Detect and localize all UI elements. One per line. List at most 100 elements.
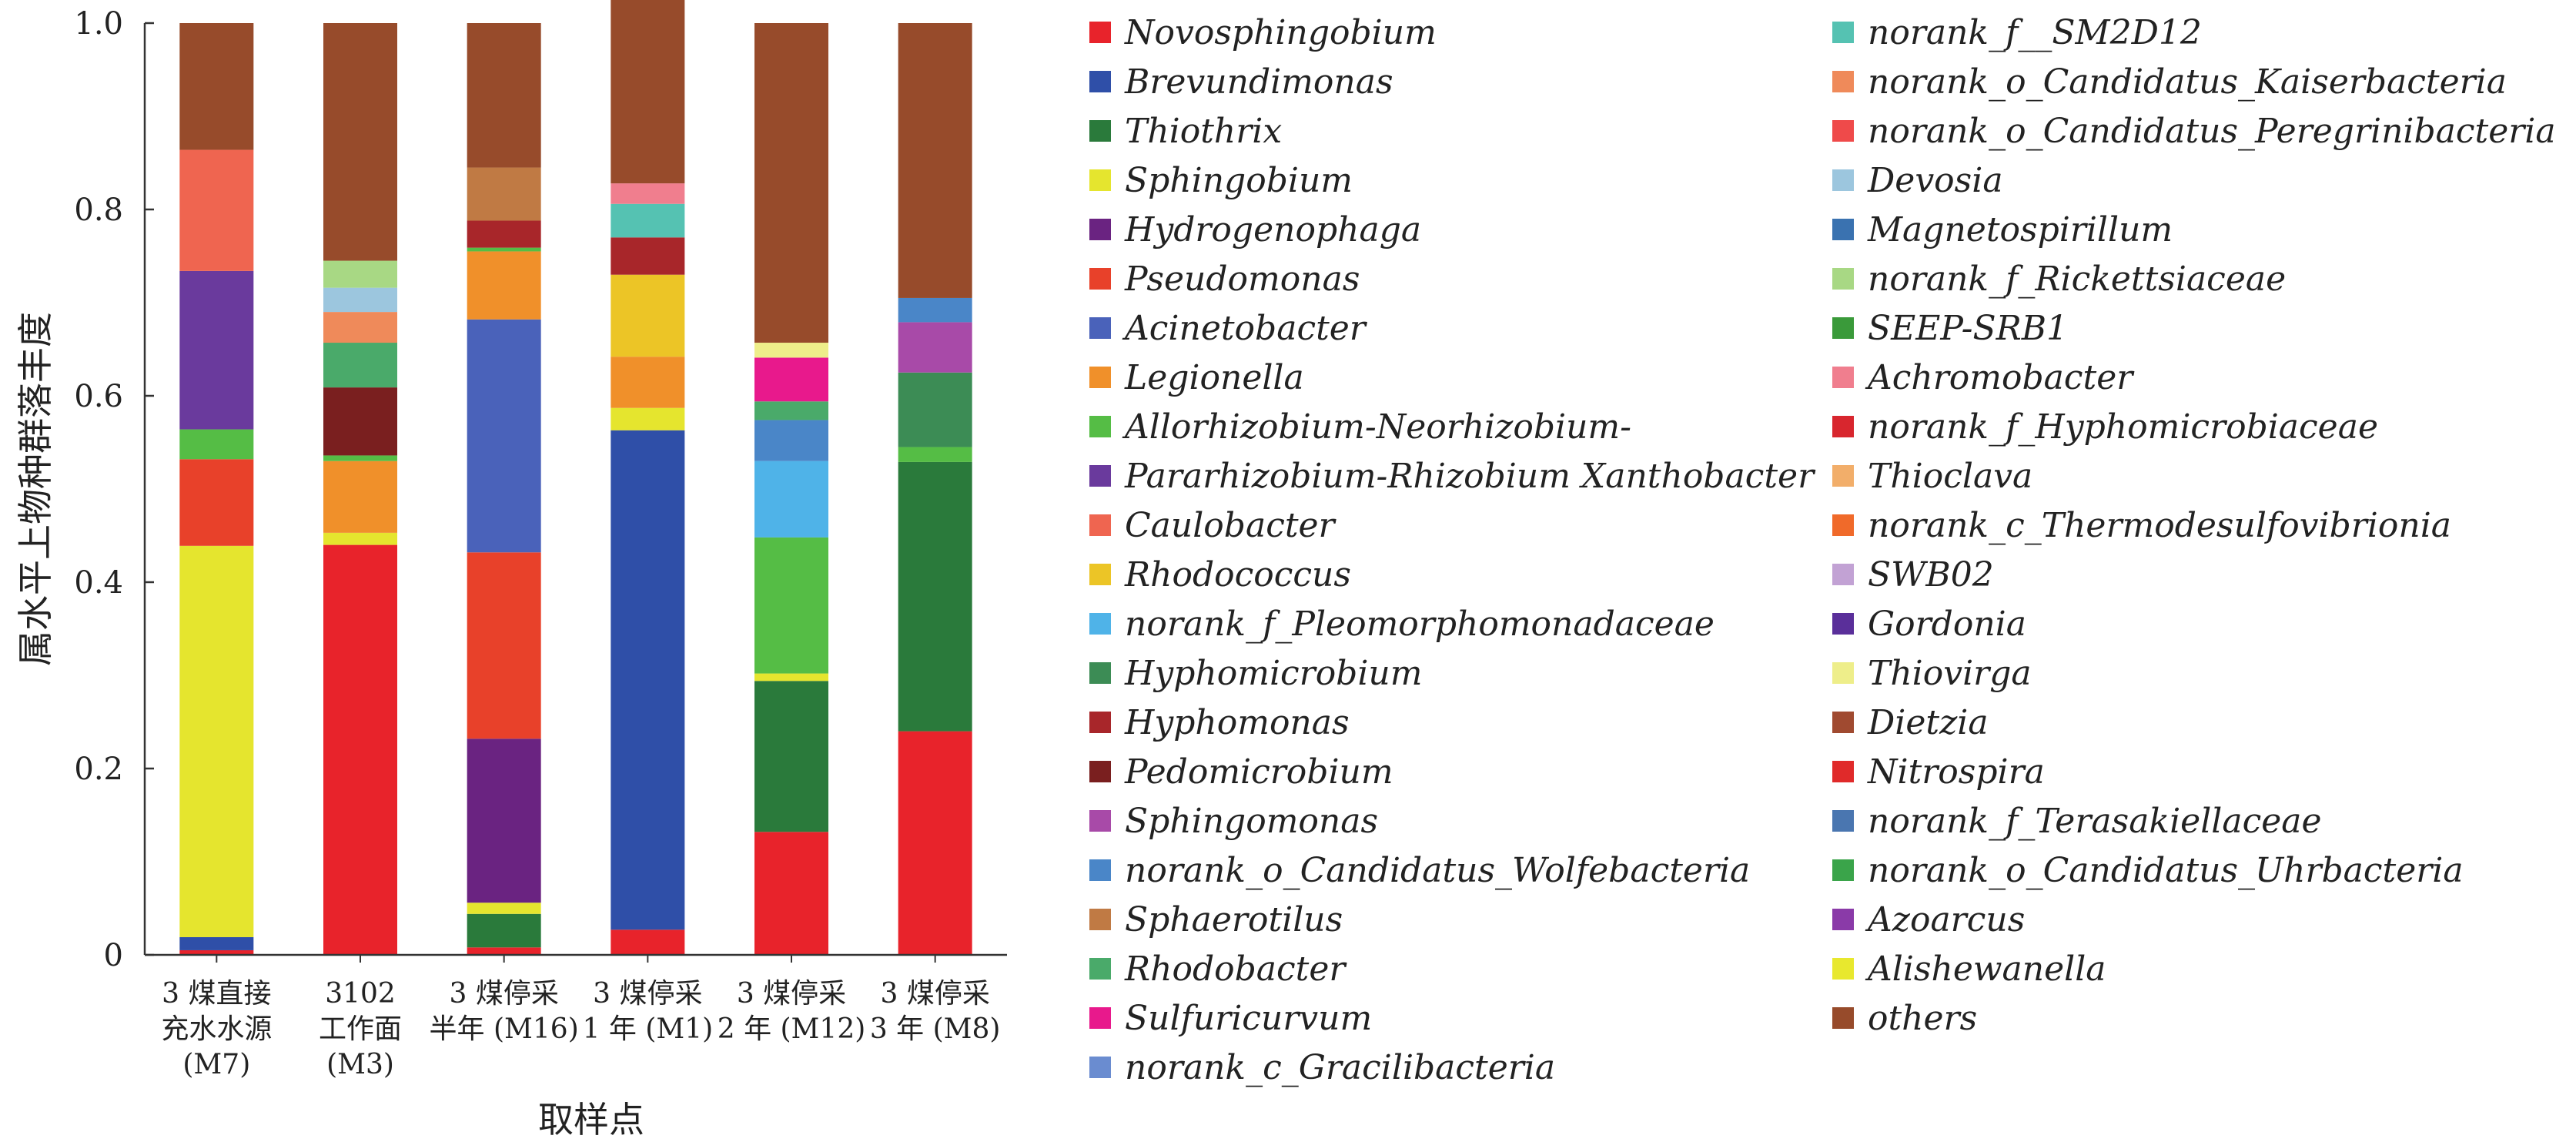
legend-label: Hyphomonas	[1124, 703, 1350, 742]
legend-item: norank_c_Thermodesulfovibrionia	[1832, 506, 2451, 545]
bar-segment	[898, 297, 972, 323]
legend-label: norank_o_Candidatus_Uhrbacteria	[1868, 851, 2464, 890]
legend-swatch	[1832, 416, 1854, 437]
bar-segment	[467, 220, 541, 248]
legend-label: Nitrospira	[1867, 752, 2045, 792]
bar-segment	[179, 429, 254, 460]
legend-label: norank_f_Hyphomicrobiaceae	[1868, 407, 2378, 447]
legend-label: norank_o_Candidatus_Wolfebacteria	[1125, 851, 1750, 890]
legend-swatch	[1089, 71, 1111, 92]
legend-swatch	[1089, 268, 1111, 290]
legend-swatch	[1832, 268, 1854, 290]
bar-segment	[754, 681, 828, 832]
bar-segment	[898, 322, 972, 373]
bar-segment	[467, 167, 541, 221]
legend-swatch	[1832, 120, 1854, 142]
y-tick-label: 0.6	[74, 379, 123, 414]
legend-item: Hyphomicrobium	[1089, 654, 1422, 693]
bar-segment	[898, 447, 972, 462]
legend-label: others	[1868, 999, 1977, 1038]
bar-segment	[754, 537, 828, 674]
legend-item: Pseudomonas	[1089, 260, 1360, 299]
legend-item: norank_f__SM2D12	[1832, 13, 2202, 52]
y-tick-label: 0.8	[74, 193, 123, 228]
legend-swatch	[1089, 169, 1111, 191]
legend-swatch	[1832, 909, 1854, 930]
legend-swatch	[1089, 514, 1111, 536]
legend-item: Dietzia	[1832, 703, 1989, 742]
legend-item: Pedomicrobium	[1089, 752, 1393, 792]
bar-segment	[611, 183, 685, 204]
bar-segment	[754, 343, 828, 358]
x-tick-label: 3102 工作面(M3)	[319, 978, 402, 1080]
legend-item: Thiothrix	[1089, 112, 1282, 151]
legend-item: SWB02	[1832, 555, 1994, 594]
legend-swatch	[1089, 465, 1111, 487]
bar-stack	[179, 23, 254, 955]
legend-label: Sphingobium	[1125, 161, 1353, 200]
x-axis-title: 取样点	[538, 1099, 644, 1140]
legend-item: Legionella	[1089, 358, 1304, 397]
axes: 3 煤直接充水水源(M7)3102 工作面(M3)3 煤停采半年 (M16)3 煤…	[15, 6, 1007, 1140]
legend-item: Achromobacter	[1832, 358, 2135, 397]
bar-segment	[754, 420, 828, 461]
legend-item: Nitrospira	[1832, 752, 2045, 792]
legend-item: Sphaerotilus	[1089, 900, 1343, 939]
legend-item: SEEP-SRB1	[1832, 309, 2068, 348]
y-tick-label: 0	[104, 938, 123, 973]
legend-label: Rhodobacter	[1124, 949, 1347, 989]
legend-swatch	[1832, 465, 1854, 487]
legend-label: Allorhizobium-Neorhizobium-	[1122, 407, 1631, 447]
legend-label: SEEP-SRB1	[1868, 309, 2068, 348]
legend-swatch	[1089, 1057, 1111, 1078]
legend-item: Allorhizobium-Neorhizobium-	[1089, 407, 1631, 447]
bar-segment	[898, 461, 972, 732]
legend-swatch	[1832, 367, 1854, 388]
bar-segment	[179, 459, 254, 546]
bar-segment	[323, 532, 397, 545]
legend-item: Thiovirga	[1832, 654, 2032, 693]
legend-swatch	[1089, 859, 1111, 881]
legend-swatch	[1832, 71, 1854, 92]
legend-label: Acinetobacter	[1122, 309, 1368, 348]
legend-item: Sulfuricurvum	[1089, 999, 1372, 1038]
bar-segment	[898, 372, 972, 447]
legend-label: Dietzia	[1867, 703, 1989, 742]
legend-label: norank_f__SM2D12	[1868, 13, 2202, 52]
legend-item: Pararhizobium-Rhizobium Xanthobacter	[1089, 457, 1816, 496]
legend-item: Devosia	[1832, 161, 2003, 200]
legend-item: Hyphomonas	[1089, 703, 1350, 742]
legend-label: Hydrogenophaga	[1124, 210, 1421, 249]
bar-segment	[754, 23, 828, 343]
bar-stack	[754, 23, 828, 955]
legend-label: norank_o_Candidatus_Peregrinibacteria	[1868, 112, 2556, 151]
bar-segment	[323, 387, 397, 456]
legend-swatch	[1089, 909, 1111, 930]
bar-segment	[323, 455, 397, 461]
bar-segment	[179, 149, 254, 271]
legend-item: Brevundimonas	[1089, 62, 1393, 102]
y-tick-label: 0.4	[74, 565, 123, 601]
legend-label: SWB02	[1868, 555, 1994, 594]
bar-segment	[611, 407, 685, 430]
bar-segment	[323, 544, 397, 955]
legend-swatch	[1089, 416, 1111, 437]
legend-swatch	[1089, 219, 1111, 240]
bar-segment	[754, 357, 828, 402]
legend-swatch	[1832, 958, 1854, 980]
legend-swatch	[1832, 22, 1854, 43]
bar-segment	[467, 738, 541, 903]
legend-swatch	[1089, 367, 1111, 388]
legend-label: Pseudomonas	[1124, 260, 1360, 299]
legend-item: norank_f_Rickettsiaceae	[1832, 260, 2286, 299]
legend-item: Gordonia	[1832, 604, 2026, 644]
bar-segment	[611, 0, 685, 184]
legend-item: norank_f_Pleomorphomonadaceae	[1089, 604, 1715, 644]
bar-segment	[467, 947, 541, 955]
legend-label: Thiothrix	[1125, 112, 1282, 151]
legend-swatch	[1832, 613, 1854, 635]
legend-item: Acinetobacter	[1089, 309, 1368, 348]
legend-swatch	[1832, 514, 1854, 536]
legend-swatch	[1089, 958, 1111, 980]
